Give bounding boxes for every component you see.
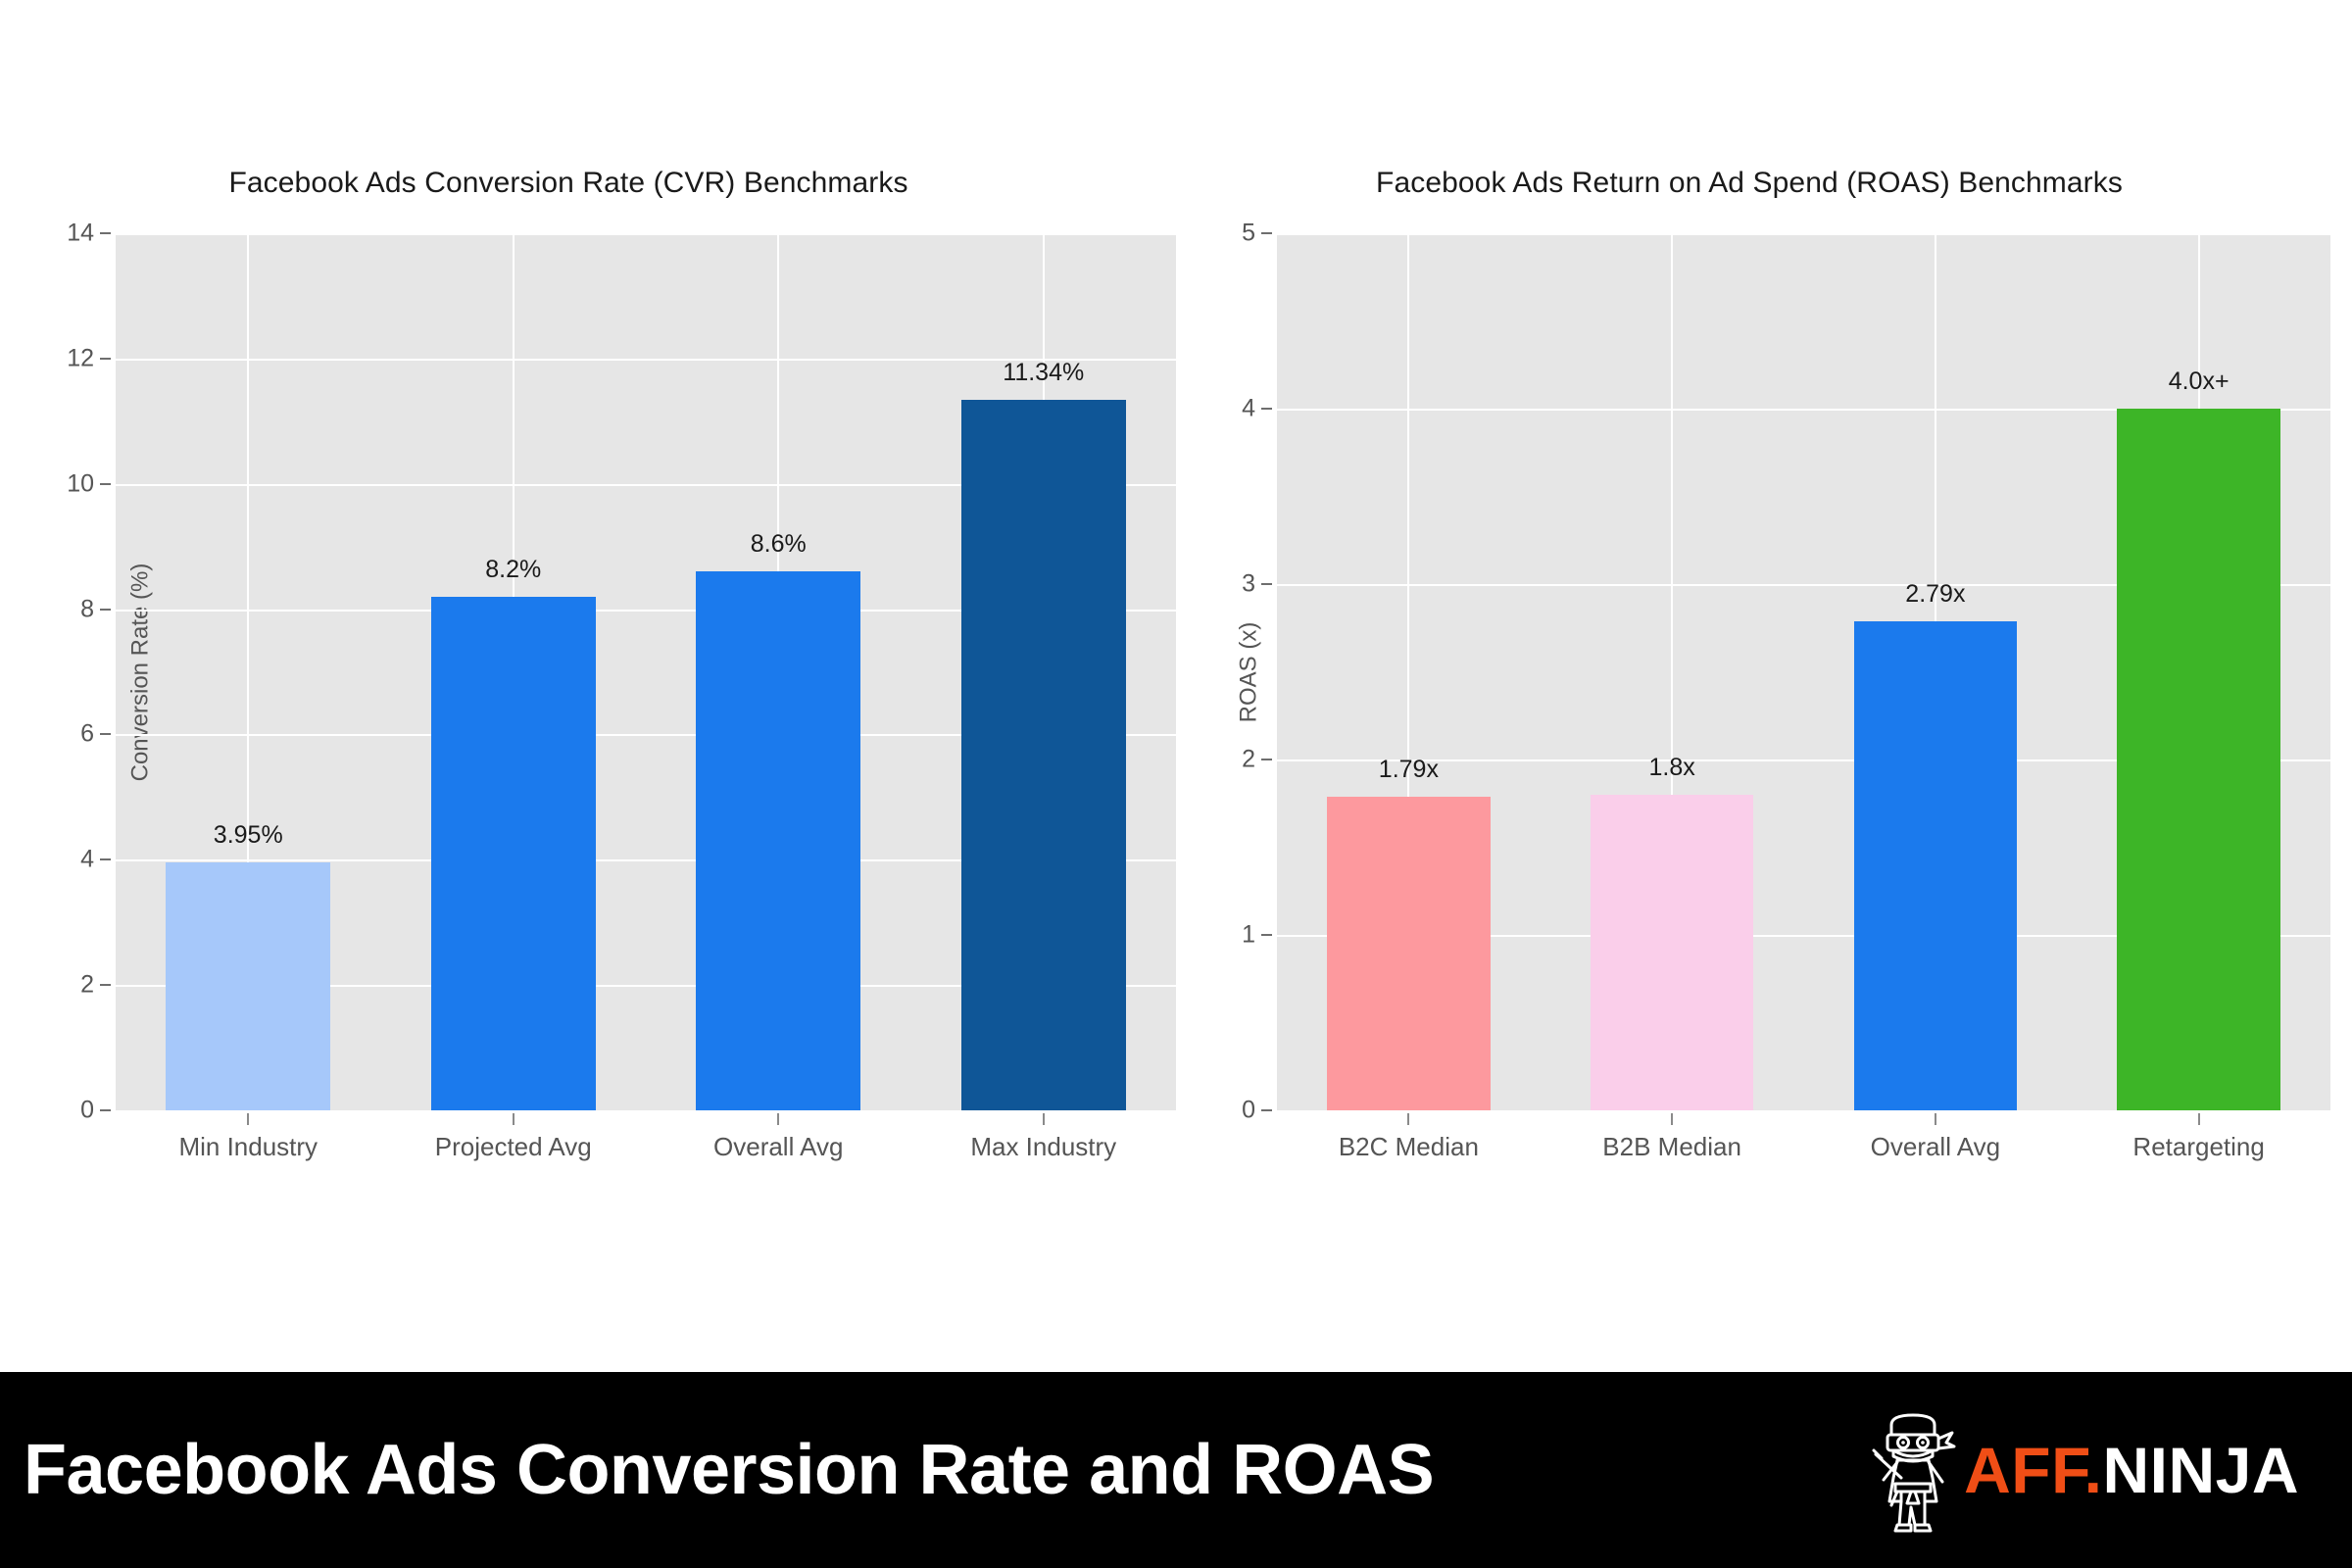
bar-value-label: 8.2% [485,555,542,583]
brand-ninja-text: NINJA [2102,1434,2299,1506]
y-axis-tick-mark [100,1109,111,1111]
bar-value-label: 11.34% [1003,359,1085,387]
gridline-vertical [1671,233,1674,1110]
y-axis-tick-label: 0 [80,1096,94,1124]
bar-value-label: 8.6% [750,530,807,559]
x-axis-tick-label: Min Industry [178,1132,318,1161]
x-axis-tick-mark [512,1113,514,1125]
x-axis-tick-label: Overall Avg [713,1132,844,1161]
y-axis-tick-label: 1 [1242,920,1255,949]
bar-value-label: 3.95% [213,821,283,850]
bar[interactable] [430,596,596,1110]
roas-y-axis-title: ROAS (x) [1235,621,1262,722]
y-axis-tick-label: 10 [67,469,94,498]
brand-aff-text: AFF [1964,1434,2084,1506]
x-axis-tick-label: Retargeting [2132,1132,2265,1161]
bar[interactable] [1853,620,2018,1110]
y-axis-tick-mark [1261,232,1272,234]
gridline-horizontal [1277,233,2330,235]
gridline-horizontal [116,859,1176,862]
y-axis-tick-mark [100,858,111,861]
gridline-horizontal [116,483,1176,486]
bar[interactable] [2117,409,2280,1110]
y-axis-tick-label: 5 [1242,219,1255,247]
gridline-vertical [1407,233,1410,1110]
bar[interactable] [166,862,331,1110]
cvr-y-axis-title: Conversion Rate (%) [126,563,154,781]
ninja-mascot-icon [1872,1413,1956,1533]
x-axis-tick-mark [1042,1113,1045,1125]
y-axis-tick-label: 8 [80,595,94,623]
x-axis-tick-label: Projected Avg [434,1132,592,1161]
y-axis-tick-mark [1261,759,1272,760]
footer-banner: Facebook Ads Conversion Rate and ROAS [0,1372,2352,1568]
gridline-horizontal [116,985,1176,988]
footer-title: Facebook Ads Conversion Rate and ROAS [24,1431,1435,1509]
brand-wordmark: AFF.NINJA [1964,1433,2299,1507]
y-axis-tick-label: 2 [80,970,94,999]
y-axis-tick-mark [100,733,111,736]
gridline-horizontal [1277,935,2330,937]
roas-plot-wrap: ROAS (x) 0 1 2 3 4 5 B2C Median B2B Median Overa… [1235,220,2330,1161]
x-axis-tick-mark [247,1113,250,1125]
y-axis-tick-mark [1261,1109,1272,1111]
y-axis-tick-label: 0 [1242,1096,1255,1124]
y-axis-tick-label: 2 [1242,745,1255,773]
y-axis-tick-mark [1261,934,1272,936]
roas-chart-panel: Facebook Ads Return on Ad Spend (ROAS) B… [1176,0,2352,1372]
y-axis-tick-mark [100,357,111,360]
y-axis-tick-mark [1261,583,1272,585]
cvr-plot-wrap: Conversion Rate (%) 0 2 4 6 8 10 12 14 Min Indus… [67,220,1176,1161]
gridline-horizontal [116,358,1176,361]
x-axis-tick-mark [1671,1113,1674,1125]
brand-logo[interactable]: AFF.NINJA [1868,1405,2323,1535]
x-axis-tick-label: B2B Median [1602,1132,1741,1161]
bar-value-label: 2.79x [1905,579,1966,608]
gridline-horizontal [1277,584,2330,586]
y-axis-tick-mark [100,232,111,234]
charts-container: Facebook Ads Conversion Rate (CVR) Bench… [0,0,2352,1372]
x-axis-tick-mark [1407,1113,1410,1125]
x-axis-tick-mark [1934,1113,1936,1125]
gridline-horizontal [116,609,1176,612]
bar-value-label: 1.79x [1378,755,1439,783]
y-axis-tick-label: 6 [80,719,94,748]
gridline-horizontal [1277,409,2330,411]
bar-value-label: 1.8x [1648,753,1695,781]
gridline-horizontal [1277,760,2330,761]
bar[interactable] [960,400,1126,1110]
y-axis-tick-mark [100,608,111,611]
roas-chart-title: Facebook Ads Return on Ad Spend (ROAS) B… [1376,167,2123,199]
bar[interactable] [1327,796,1491,1110]
brand-dot: . [2083,1434,2103,1506]
y-axis-tick-label: 4 [80,845,94,873]
bar[interactable] [696,571,861,1110]
cvr-chart-panel: Facebook Ads Conversion Rate (CVR) Bench… [0,0,1176,1372]
cvr-chart-title: Facebook Ads Conversion Rate (CVR) Bench… [228,167,908,199]
y-axis-tick-mark [1261,408,1272,410]
y-axis-tick-label: 12 [67,344,94,372]
bar-value-label: 4.0x+ [2168,368,2230,395]
y-axis-tick-label: 4 [1242,394,1255,422]
x-axis-tick-label: Max Industry [970,1132,1117,1161]
gridline-horizontal [116,233,1176,235]
y-axis-tick-label: 3 [1242,569,1255,598]
x-axis-tick-label: Overall Avg [1870,1132,2001,1161]
x-axis-tick-mark [2197,1113,2200,1125]
y-axis-tick-mark [100,482,111,485]
gridline-vertical [247,233,250,1110]
bar[interactable] [1590,794,1754,1110]
x-axis-tick-mark [777,1113,780,1125]
y-axis-tick-mark [100,984,111,987]
x-axis-tick-label: B2C Median [1338,1132,1479,1161]
gridline-horizontal [116,734,1176,737]
y-axis-tick-label: 14 [67,219,94,247]
